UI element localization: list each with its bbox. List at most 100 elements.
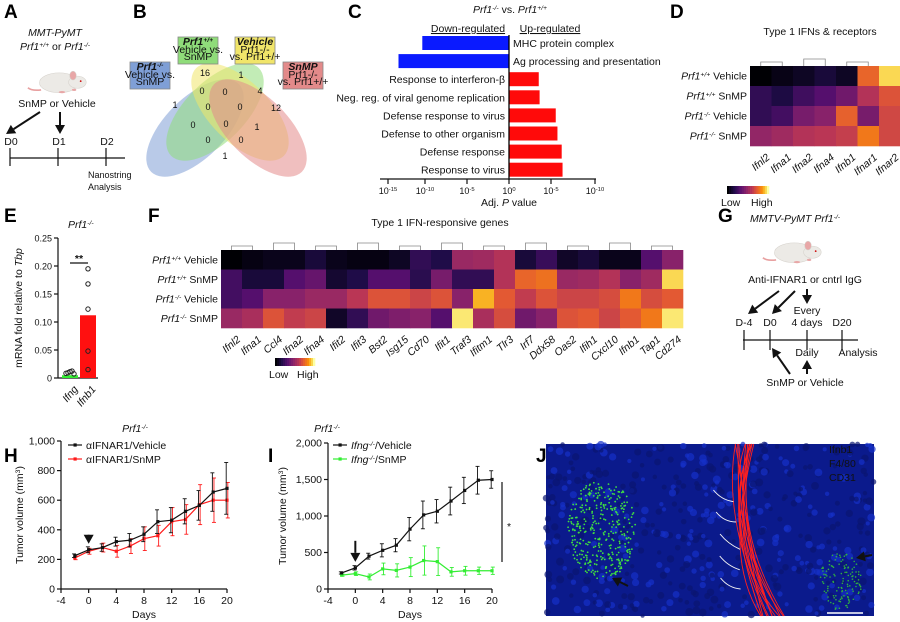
ifnb1-signal [574,538,576,541]
dendrogram-branch [399,245,421,250]
nucleus [795,566,801,572]
nucleus [830,512,835,517]
y-axis-label-part: Tumor volume (mm [277,474,289,565]
heatmap-column-label: Ifnar2 [873,151,900,178]
ifnb1-signal [626,531,629,533]
ifnb1-signal [579,542,582,545]
ifnb1-signal [596,570,599,573]
ifnb1-signal [627,536,630,539]
nucleus [805,540,813,549]
heatmap-cell [473,308,495,329]
heatmap-cell [879,86,900,107]
ifnb1-signal [576,554,579,557]
nucleus [627,593,635,601]
ifnb1-signal [628,548,631,551]
c-tick-label: 10-10 [416,186,435,196]
nucleus [572,453,580,461]
mouse-tail [762,257,777,261]
cd31-signal [720,577,741,590]
ifnb1-signal [600,487,603,490]
x-tick-label: 0 [352,595,358,607]
nucleus [841,590,848,597]
series-line [74,487,228,557]
venn-count: 0 [190,120,195,130]
dendrogram-branch [567,245,589,250]
ifnb1-signal [838,563,840,565]
e-y-label-part: Tbp [13,248,25,266]
ifnb1-signal [848,601,851,603]
ifnb1-signal [571,529,574,531]
ifnb1-signal [597,492,600,494]
nucleus [772,534,780,543]
legend-label-part: /SnMP [375,454,407,466]
ifnb1-signal [572,503,575,506]
nucleus [722,456,730,463]
ifnb1-signal [582,550,585,553]
nucleus [640,517,647,524]
ifnb1-signal [628,522,631,525]
nucleus [547,446,554,452]
nucleus [629,481,637,489]
ifnb1-signal [599,528,602,531]
e-data-point [85,366,91,373]
heatmap-row-label-part: +/+ [177,274,187,281]
nucleus [733,463,740,470]
heatmap-cell [494,289,516,309]
y-tick-label: 600 [37,495,55,507]
nucleus [624,513,630,519]
ifnb1-signal [623,516,626,519]
ifnb1-signal [572,523,575,526]
c-bar [398,54,509,69]
chart-title: Prf1-/- [122,423,148,435]
ifnb1-signal [626,559,628,562]
nucleus [661,507,667,512]
nucleus [566,469,572,474]
ifnb1-signal [825,591,827,594]
nucleus [648,599,654,604]
nucleus [598,572,606,580]
dendrogram-branch [651,245,673,250]
ifnb1-signal [832,566,835,569]
i-significance: * [507,521,511,533]
c-tick-label: 10-15 [379,186,397,196]
g-arrow-dm4-shaft [754,290,780,310]
f4-80-signal [737,443,776,617]
heatmap-cell [771,66,794,87]
nucleus [698,608,707,617]
nucleus [742,594,747,600]
nucleus [634,448,642,456]
heatmap-cell [515,269,537,290]
nucleus [678,597,683,603]
heatmap-cell [879,126,900,147]
ifnb1-signal [851,568,854,570]
venn-set-line: vs. Prf1+/+ [230,51,281,63]
heatmap-cell [620,250,642,270]
c-tick-label-part: 10 [459,186,469,196]
ifnb1-signal [617,565,620,568]
ifnb1-signal [570,522,573,525]
ifnb1-signal [833,596,835,599]
ifnb1-signal [588,506,591,509]
mouse-foot [806,258,812,261]
c-category-label: Ag processing and presentation [513,56,661,68]
ifnb1-signal [843,555,846,558]
nucleus [671,501,678,507]
x-tick-label: -4 [323,595,332,607]
ifnb1-signal [624,545,627,548]
nucleus [795,496,802,503]
heatmap-cell [347,250,369,270]
data-point [114,549,118,553]
ifnb1-signal [610,507,612,510]
heatmap-cell [641,308,663,329]
nucleus [686,541,692,546]
ifnb1-signal [626,501,628,504]
colorbar-segment [752,186,755,194]
e-tick-label: 0.25 [34,234,52,244]
ifnb1-signal [837,586,840,589]
ifnb1-signal [605,538,608,541]
heatmap-cell [263,308,285,329]
heatmap-row-label-part: -/- [704,111,711,118]
nucleus [854,441,861,447]
g-every: 4 days [792,317,823,329]
ifnb1-signal [579,506,582,509]
